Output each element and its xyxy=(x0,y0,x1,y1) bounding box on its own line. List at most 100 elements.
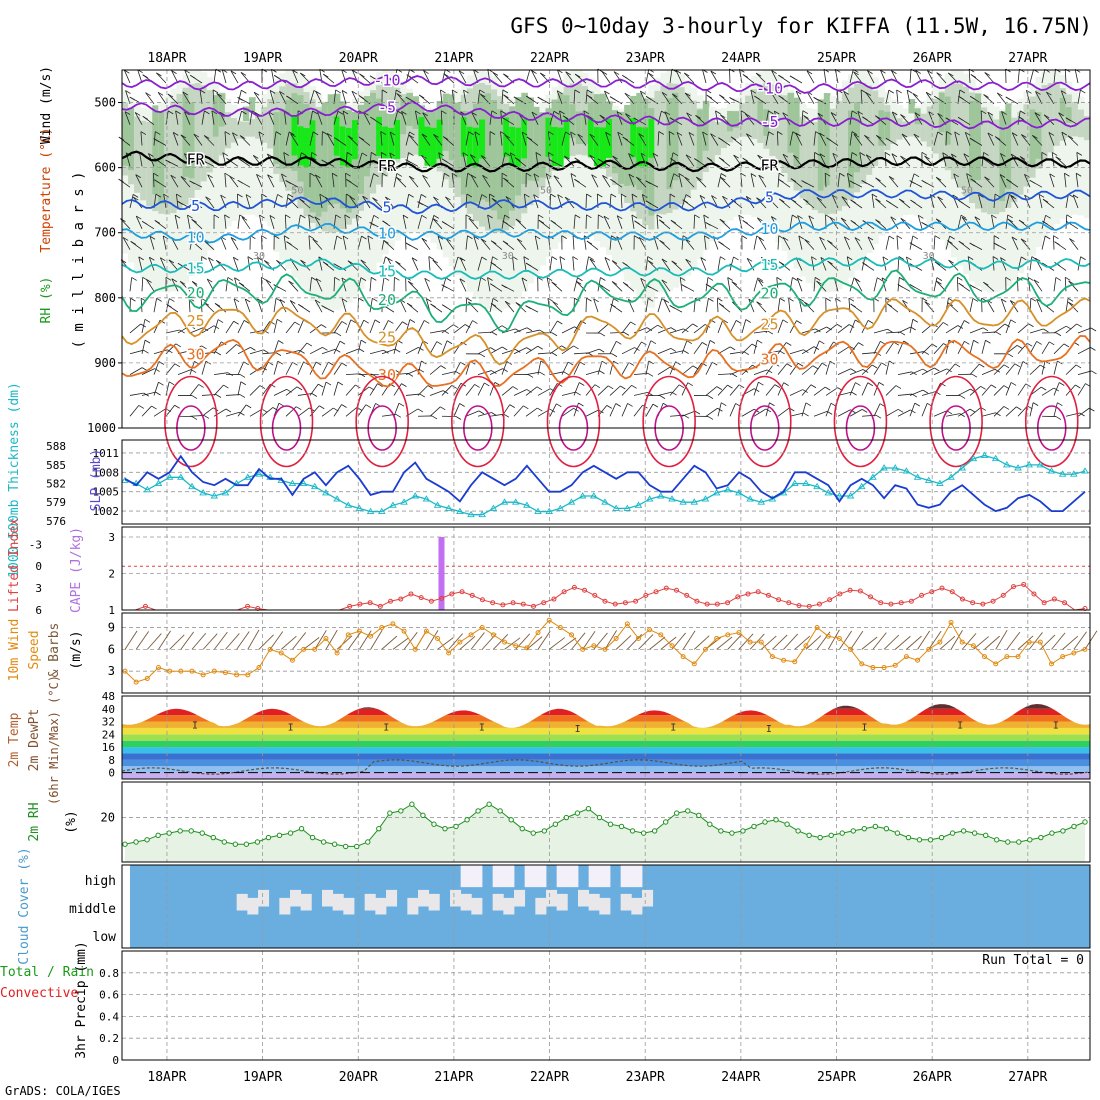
bottom-date-label: 23APR xyxy=(626,1070,665,1085)
wind-barb xyxy=(489,256,493,271)
wind-barb xyxy=(346,179,352,183)
thickness-marker xyxy=(344,501,353,508)
wind-barb xyxy=(875,115,881,120)
bottom-date-label: 25APR xyxy=(817,1070,856,1085)
wind-barb xyxy=(239,135,251,146)
li-marker xyxy=(602,598,608,604)
wind-barb xyxy=(982,327,989,332)
wind-barb xyxy=(346,152,353,156)
thickness-marker xyxy=(1003,461,1011,468)
thickness-marker xyxy=(645,495,654,502)
wind-barb xyxy=(309,172,316,177)
wind-barb xyxy=(385,196,395,209)
wind-barb xyxy=(628,173,635,178)
wind-barb xyxy=(987,111,995,125)
wind-barb xyxy=(405,393,420,396)
li-marker xyxy=(837,591,843,597)
wind-barb xyxy=(381,235,386,250)
wind-barb xyxy=(504,134,511,139)
wind-barb xyxy=(351,90,358,95)
wind-barb xyxy=(933,343,944,355)
li-marker xyxy=(1000,592,1006,598)
wind-barb xyxy=(613,71,623,84)
wind-barb xyxy=(993,364,1005,375)
wind-barb xyxy=(710,133,719,146)
pressure-tick: 1000 xyxy=(87,421,116,435)
wind-barb xyxy=(225,408,232,413)
wind-barb xyxy=(565,71,575,84)
rh-shading xyxy=(382,126,389,166)
wind-barb xyxy=(212,89,219,94)
wind-barb xyxy=(1000,298,1007,313)
wind-speed-marker xyxy=(591,643,597,649)
wind-barb xyxy=(261,276,267,281)
wind-barb xyxy=(968,69,971,84)
wind-barb-10m xyxy=(928,630,942,650)
wind-barb xyxy=(361,152,368,157)
rh-shading xyxy=(914,108,922,125)
wind-barb xyxy=(481,256,487,261)
wind-barb xyxy=(922,389,929,394)
wind-barb xyxy=(951,153,957,158)
rh-shading xyxy=(757,71,764,222)
wind-barb xyxy=(315,91,323,105)
thickness-marker xyxy=(333,495,341,502)
wind-barb xyxy=(814,152,820,156)
wind-barb xyxy=(389,152,396,157)
wind-barb xyxy=(335,214,341,219)
wind-barb xyxy=(551,256,558,260)
rh-marker xyxy=(210,834,216,841)
wind-barb xyxy=(492,72,499,76)
wind-barb xyxy=(411,257,418,262)
rh-marker xyxy=(685,808,691,814)
thickness-marker xyxy=(1025,461,1033,468)
wind-barb xyxy=(153,131,156,146)
wind-barb xyxy=(273,194,278,209)
wind-barb xyxy=(720,176,731,188)
wind-barb xyxy=(1010,153,1017,158)
wind-barb xyxy=(241,217,251,230)
wind-barb xyxy=(272,407,279,411)
wind-barb xyxy=(873,382,880,396)
wind-barb xyxy=(1066,325,1072,330)
isotherm-label: 10 xyxy=(761,220,779,238)
top-date-label: 26APR xyxy=(913,51,952,66)
rh-marker xyxy=(762,819,768,825)
wind-barb xyxy=(441,304,448,309)
li-marker xyxy=(551,596,557,602)
wind-barb xyxy=(424,320,430,324)
rh-marker xyxy=(751,823,757,830)
wind-barb xyxy=(789,75,796,80)
wind-barb xyxy=(711,195,717,199)
wind-barb xyxy=(184,69,191,84)
wind-barb xyxy=(274,75,280,79)
wind-barb xyxy=(788,298,791,313)
isotherm-label: 10 xyxy=(187,229,205,247)
wind-barb xyxy=(466,297,472,302)
wind-barb xyxy=(141,367,148,371)
rh-shading xyxy=(255,113,262,139)
wind-barb xyxy=(489,325,503,334)
wind-barb xyxy=(1061,132,1067,146)
wind-barb xyxy=(585,89,588,104)
wind-barb xyxy=(935,176,947,188)
wind-barb xyxy=(512,256,518,260)
thickness-marker xyxy=(422,495,431,502)
thickness-marker xyxy=(221,489,230,496)
wind-speed-marker xyxy=(937,639,943,645)
wind-barb-10m xyxy=(359,630,372,650)
top-date-label: 22APR xyxy=(530,51,569,66)
wind-barb xyxy=(156,72,167,84)
wind-barb xyxy=(729,403,736,417)
wind-barb xyxy=(404,235,407,250)
isotherm-line xyxy=(121,189,1091,215)
wind-barb xyxy=(177,262,184,267)
wind-barb xyxy=(1041,69,1046,84)
bottom-date-label: 20APR xyxy=(339,1070,378,1085)
wind-barb xyxy=(556,90,563,104)
wind-barb xyxy=(382,220,388,225)
wind-barb xyxy=(758,279,764,283)
rh-marker xyxy=(574,810,581,816)
rh-marker xyxy=(254,839,261,845)
